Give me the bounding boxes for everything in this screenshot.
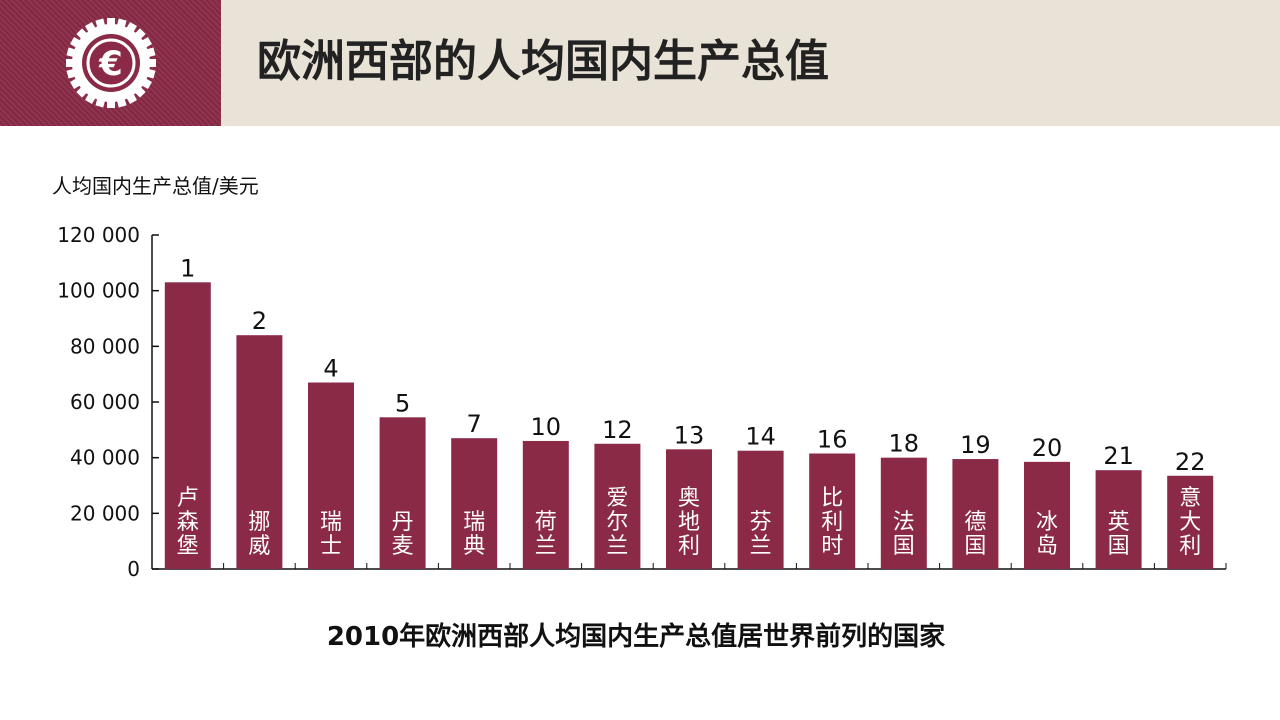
y-tick-label: 80 000	[70, 334, 140, 358]
page-title: 欧洲西部的人均国内生产总值	[257, 36, 829, 87]
euro-symbol: €	[98, 44, 123, 84]
bar	[522, 440, 569, 569]
bar	[880, 457, 927, 569]
y-tick-label: 100 000	[57, 279, 140, 303]
rank-label: 7	[467, 410, 482, 438]
rank-label: 14	[745, 423, 776, 451]
category-label: 法国	[893, 510, 915, 559]
category-label: 英国	[1108, 510, 1130, 559]
bar	[1095, 470, 1142, 569]
category-label: 奥地利	[678, 486, 700, 559]
bar	[666, 449, 712, 569]
category-label: 意大利	[1179, 486, 1201, 559]
bar	[308, 382, 354, 569]
category-label: 冰岛	[1036, 510, 1058, 559]
bar	[236, 335, 283, 569]
category-label: 荷兰	[535, 510, 557, 559]
category-label: 丹麦	[392, 510, 414, 559]
rank-label: 21	[1103, 442, 1134, 470]
title-bar: 欧洲西部的人均国内生产总值	[221, 0, 1280, 126]
bar	[1167, 475, 1214, 569]
bar	[1024, 461, 1070, 569]
category-label: 挪威	[248, 510, 270, 559]
rank-label: 5	[395, 389, 410, 417]
bar	[809, 453, 856, 569]
category-label: 瑞典	[463, 510, 485, 559]
y-tick-label: 120 000	[57, 223, 140, 247]
category-label: 爱尔兰	[606, 486, 628, 559]
bar	[451, 438, 498, 569]
rank-label: 19	[960, 431, 991, 459]
rank-label: 10	[531, 413, 562, 441]
rank-label: 4	[323, 355, 338, 383]
category-label: 德国	[964, 510, 986, 559]
y-tick-label: 0	[127, 557, 140, 581]
rank-label: 22	[1175, 448, 1206, 476]
category-label: 比利时	[821, 486, 843, 559]
chart-caption: 2010年欧洲西部人均国内生产总值居世界前列的国家	[326, 622, 946, 652]
bar	[164, 282, 211, 569]
bar	[379, 417, 426, 569]
euro-coin-icon: €	[66, 18, 156, 108]
bar-chart: 人均国内生产总值/美元 0 20 000 40 000 60 000 80 000 100 …	[52, 174, 1227, 581]
rank-label: 2	[252, 307, 267, 335]
rank-label: 13	[674, 421, 705, 449]
y-tick-label: 60 000	[70, 390, 140, 414]
y-axis-label: 人均国内生产总值/美元	[52, 174, 259, 198]
bar	[594, 443, 641, 569]
rank-label: 16	[817, 425, 848, 453]
category-label: 卢森堡	[177, 486, 199, 559]
bar	[952, 459, 999, 569]
category-label: 瑞士	[320, 510, 342, 559]
category-label: 芬兰	[750, 510, 772, 559]
y-tick-label: 40 000	[70, 446, 140, 470]
logo-panel: €	[0, 0, 221, 126]
rank-label: 20	[1032, 434, 1063, 462]
rank-label: 18	[889, 430, 920, 458]
rank-label: 1	[180, 254, 195, 282]
rank-label: 12	[602, 416, 633, 444]
y-tick-label: 20 000	[70, 501, 140, 525]
bar	[737, 450, 784, 569]
